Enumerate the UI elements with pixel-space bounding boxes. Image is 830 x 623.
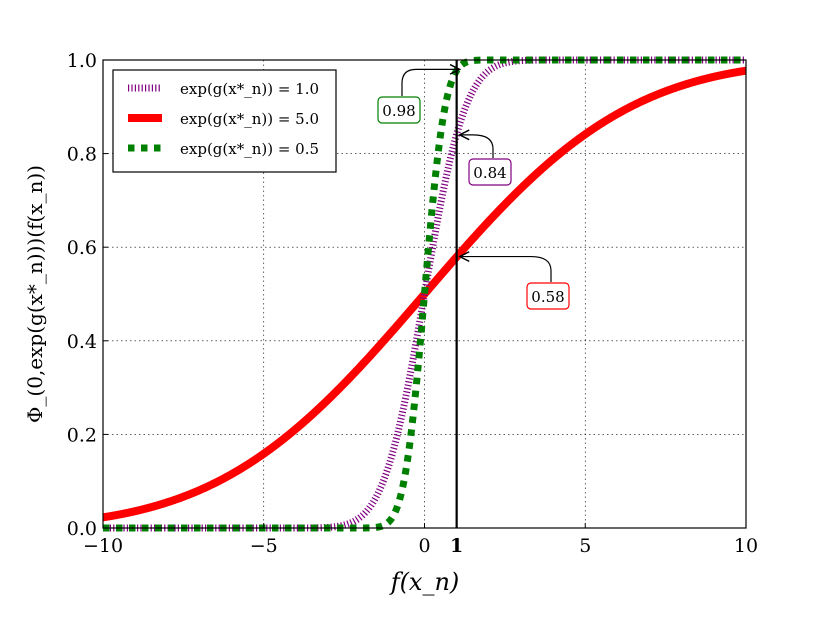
y-axis-label: Φ_(0,exp(g(x*_n)))(f(x_n)) [23,165,47,423]
y-tick-label: 0.0 [67,518,97,540]
annotation-arrow [460,257,552,282]
x-tick-label: 1 [450,535,463,557]
annotation-box [377,96,421,124]
series-line [102,66,747,522]
legend-label: exp(g(x*_n)) = 0.5 [180,140,319,158]
x-tick-label: 0 [418,535,430,557]
annotation-arrow [460,135,494,158]
x-tick-label: −10 [83,535,123,557]
annotation-box [468,158,512,186]
y-tick-label: 0.8 [67,144,97,166]
annotation-label: 0.58 [531,288,564,306]
ticks: −10 −5 0 1 5 10 0.0 0.2 0.4 0.6 0.8 1.0 [67,50,758,557]
annotation-arrow [401,69,460,96]
legend-label: exp(g(x*_n)) = 5.0 [180,110,319,128]
y-tick-label: 1.0 [67,50,97,72]
x-tick-label: 10 [734,535,758,557]
x-tick-label: 5 [579,535,591,557]
annotation-label: 0.84 [473,164,506,182]
y-tick-label: 0.2 [67,424,97,446]
legend-label: exp(g(x*_n)) = 1.0 [180,80,319,98]
x-axis-label: f(x_n) [389,568,460,596]
annotation-box [526,282,570,310]
annotations: 0.98 0.84 0.58 [377,69,570,310]
x-tick-label: −5 [250,535,278,557]
y-tick-label: 0.4 [67,331,97,353]
annotation-label: 0.98 [382,102,415,120]
legend: exp(g(x*_n)) = 1.0 exp(g(x*_n)) = 5.0 exp(… [112,69,337,173]
y-tick-label: 0.6 [67,237,97,259]
